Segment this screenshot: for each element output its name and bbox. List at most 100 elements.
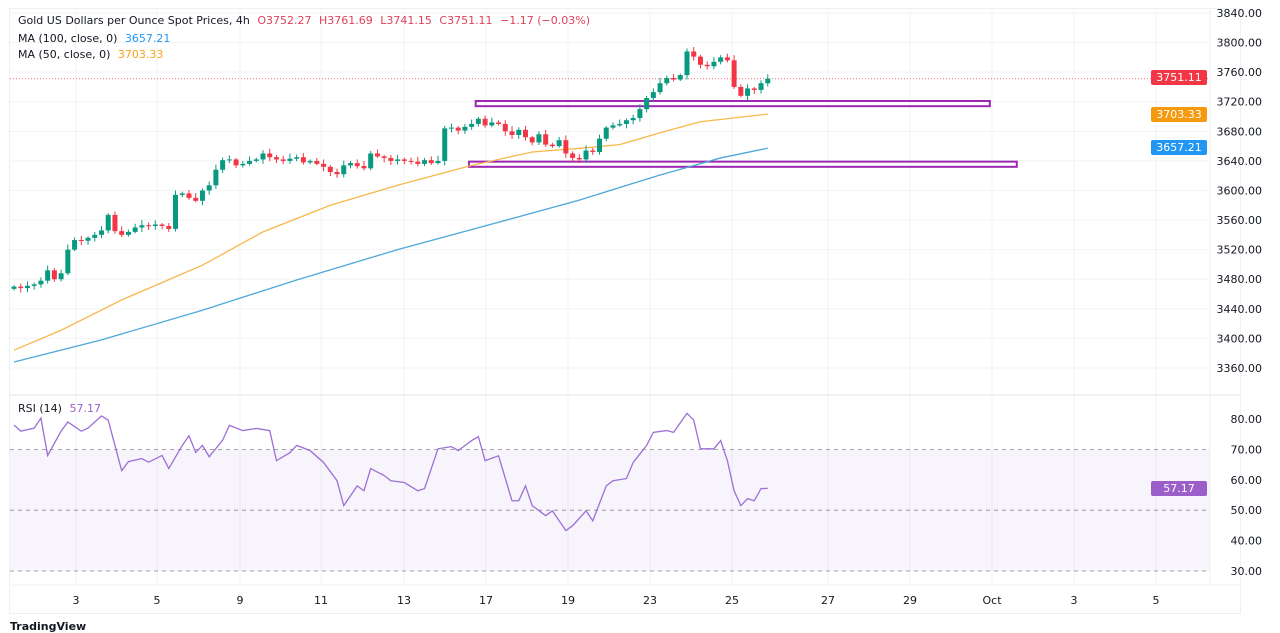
candle-up bbox=[240, 163, 246, 166]
ma100-legend[interactable]: MA (100, close, 0) 3657.21 bbox=[18, 32, 174, 45]
candle-down bbox=[381, 156, 387, 158]
candle-up bbox=[603, 127, 609, 139]
candle-up bbox=[307, 160, 313, 163]
candle-down bbox=[697, 56, 703, 65]
candle-down bbox=[563, 140, 569, 154]
candle-up bbox=[718, 57, 724, 62]
candle-down bbox=[361, 166, 367, 169]
candle-down bbox=[731, 60, 737, 87]
ma100-line bbox=[13, 147, 768, 363]
candle-down bbox=[415, 161, 421, 164]
y-tick-label: 3440.00 bbox=[1217, 303, 1263, 316]
rsi-tick-label: 40.00 bbox=[1231, 535, 1263, 548]
candle-down bbox=[186, 193, 192, 198]
candle-up bbox=[179, 193, 185, 195]
x-tick-label: 3 bbox=[73, 594, 80, 607]
candle-down bbox=[273, 157, 279, 160]
candle-down bbox=[51, 270, 57, 280]
tradingview-logo[interactable]: TradingView bbox=[10, 620, 87, 633]
candle-up bbox=[260, 153, 266, 160]
y-tick-label: 3720.00 bbox=[1217, 96, 1263, 109]
x-tick-label: 13 bbox=[397, 594, 411, 607]
candle-down bbox=[496, 122, 502, 124]
candle-up bbox=[72, 240, 78, 250]
candle-up bbox=[597, 138, 603, 153]
candle-up bbox=[745, 88, 751, 96]
candle-up bbox=[152, 224, 158, 226]
ma50-price-tag: 3703.33 bbox=[1151, 107, 1207, 122]
x-tick-label: 19 bbox=[561, 594, 575, 607]
candle-down bbox=[18, 286, 24, 289]
ma50-line bbox=[13, 113, 768, 351]
candle-down bbox=[159, 224, 165, 226]
candle-down bbox=[751, 88, 757, 90]
candle-up bbox=[247, 160, 253, 164]
ohlc-low: L3741.15 bbox=[380, 14, 432, 27]
candle-up bbox=[45, 270, 51, 281]
y-tick-label: 3400.00 bbox=[1217, 332, 1263, 345]
candle-down bbox=[502, 123, 508, 132]
ma50-legend[interactable]: MA (50, close, 0) 3703.33 bbox=[18, 48, 167, 61]
candle-up bbox=[11, 286, 17, 289]
y-tick-label: 3640.00 bbox=[1217, 155, 1263, 168]
candle-up bbox=[65, 249, 71, 274]
candle-down bbox=[529, 137, 535, 143]
candle-down bbox=[522, 129, 528, 138]
candle-down bbox=[570, 153, 576, 158]
candle-up bbox=[368, 153, 374, 169]
y-tick-label: 3360.00 bbox=[1217, 362, 1263, 375]
candle-down bbox=[401, 159, 407, 161]
candle-up bbox=[24, 285, 30, 289]
candle-up bbox=[556, 140, 562, 147]
candle-down bbox=[327, 166, 333, 172]
candle-down bbox=[738, 86, 744, 96]
candle-up bbox=[617, 123, 623, 126]
candle-down bbox=[146, 225, 152, 227]
candle-up bbox=[583, 150, 589, 160]
candle-up bbox=[435, 160, 441, 164]
candle-up bbox=[650, 92, 656, 99]
candle-up bbox=[637, 109, 643, 119]
candle-up bbox=[220, 160, 226, 170]
candle-down bbox=[482, 118, 488, 126]
candle-up bbox=[644, 98, 650, 110]
candle-down bbox=[267, 153, 273, 158]
x-tick-label: 3 bbox=[1071, 594, 1078, 607]
y-tick-label: 3840.00 bbox=[1217, 7, 1263, 20]
y-tick-label: 3600.00 bbox=[1217, 184, 1263, 197]
rsi-tick-label: 70.00 bbox=[1231, 443, 1263, 456]
symbol-title: Gold US Dollars per Ounce Spot Prices, 4… bbox=[18, 14, 250, 27]
y-tick-label: 3800.00 bbox=[1217, 37, 1263, 50]
candle-up bbox=[469, 123, 475, 127]
candle-down bbox=[576, 157, 582, 160]
candle-up bbox=[98, 230, 104, 235]
candle-up bbox=[395, 159, 401, 161]
support-zone bbox=[474, 100, 991, 108]
x-tick-label: 5 bbox=[154, 594, 161, 607]
candle-up bbox=[610, 125, 616, 128]
candle-down bbox=[549, 144, 555, 147]
candle-up bbox=[58, 273, 64, 280]
rsi-tick-label: 60.00 bbox=[1231, 474, 1263, 487]
candle-down bbox=[671, 78, 677, 80]
candle-down bbox=[112, 214, 118, 232]
candle-up bbox=[139, 225, 145, 228]
candle-down bbox=[691, 51, 697, 57]
candle-up bbox=[462, 126, 468, 131]
candle-up bbox=[348, 163, 353, 166]
rsi-value-tag: 57.17 bbox=[1151, 481, 1207, 496]
candle-up bbox=[657, 83, 663, 93]
x-tick-label: 11 bbox=[314, 594, 328, 607]
support-zone bbox=[467, 160, 1018, 168]
symbol-legend: Gold US Dollars per Ounce Spot Prices, 4… bbox=[18, 14, 594, 27]
rsi-line bbox=[13, 412, 768, 532]
rsi-label: RSI (14) bbox=[18, 402, 62, 415]
candle-up bbox=[213, 169, 219, 186]
rsi-legend[interactable]: RSI (14) 57.17 bbox=[18, 402, 105, 415]
y-tick-label: 3760.00 bbox=[1217, 66, 1263, 79]
candle-down bbox=[374, 153, 380, 157]
candle-up bbox=[199, 190, 205, 201]
candle-up bbox=[206, 185, 212, 191]
x-tick-label: 9 bbox=[237, 594, 244, 607]
